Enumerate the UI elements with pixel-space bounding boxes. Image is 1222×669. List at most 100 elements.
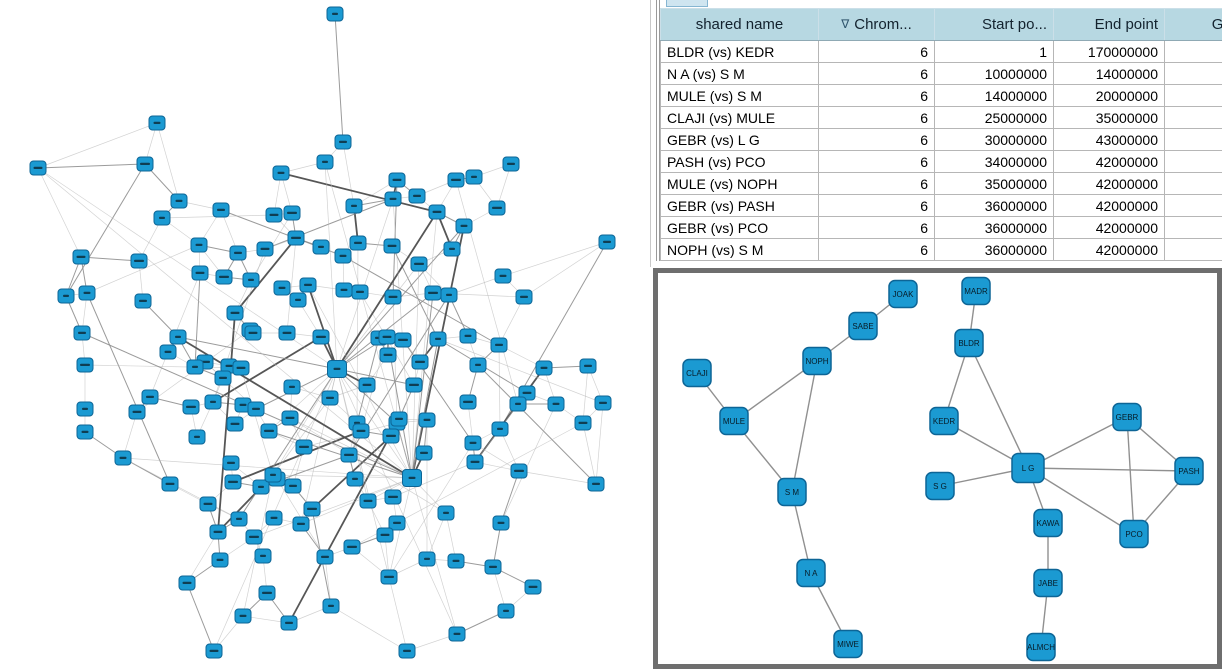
network-node[interactable] xyxy=(205,643,223,659)
network-node[interactable] xyxy=(322,598,340,614)
network-node[interactable] xyxy=(283,205,301,221)
network-node-kedr[interactable]: KEDR xyxy=(929,406,959,436)
network-node[interactable] xyxy=(245,529,263,545)
network-node-l-g[interactable]: L G xyxy=(1011,452,1045,484)
network-node[interactable] xyxy=(224,474,242,490)
table-cell[interactable]: MULE (vs) NOPH xyxy=(660,172,819,195)
network-node[interactable] xyxy=(229,245,247,261)
network-node[interactable] xyxy=(204,394,222,410)
network-node-sabe[interactable]: SABE xyxy=(848,311,878,341)
network-node[interactable] xyxy=(492,515,510,531)
network-edge[interactable] xyxy=(1027,467,1135,535)
table-cell[interactable]: BLDR (vs) KEDR xyxy=(660,40,819,63)
network-node[interactable] xyxy=(402,469,422,487)
table-cell[interactable]: 43000000 xyxy=(1053,128,1165,151)
network-node[interactable] xyxy=(199,496,217,512)
table-cell[interactable]: 11.4 xyxy=(1164,150,1222,173)
network-node[interactable] xyxy=(484,559,502,575)
network-node[interactable] xyxy=(494,268,512,284)
network-node[interactable] xyxy=(312,329,330,345)
network-node[interactable] xyxy=(128,404,146,420)
network-node[interactable] xyxy=(211,552,229,568)
network-node[interactable] xyxy=(73,325,91,341)
network-node[interactable] xyxy=(447,172,465,188)
network-node[interactable] xyxy=(346,471,364,487)
network-node[interactable] xyxy=(515,289,533,305)
network-node[interactable] xyxy=(384,489,402,505)
network-node[interactable] xyxy=(378,329,396,345)
table-cell[interactable]: 34000000 xyxy=(934,150,1054,173)
network-node[interactable] xyxy=(247,401,265,417)
network-node[interactable] xyxy=(510,463,528,479)
table-row[interactable]: GEBR (vs) PCO636000000420000008.4 xyxy=(660,216,1222,239)
table-cell[interactable]: 6 xyxy=(818,128,935,151)
network-node[interactable] xyxy=(388,515,406,531)
network-node[interactable] xyxy=(72,249,90,265)
network-node[interactable] xyxy=(424,285,442,301)
column-header-shared-name[interactable]: shared name xyxy=(660,8,819,41)
network-node[interactable] xyxy=(418,551,436,567)
table-cell[interactable]: 6 xyxy=(818,216,935,239)
network-node[interactable] xyxy=(440,287,458,303)
network-node[interactable] xyxy=(383,238,401,254)
network-node[interactable] xyxy=(326,6,344,22)
network-node[interactable] xyxy=(234,397,252,413)
column-header-genetic[interactable]: Genetic... xyxy=(1164,8,1222,41)
filter-funnel-icon[interactable]: ∇ xyxy=(841,17,850,31)
table-cell[interactable]: 8.4 xyxy=(1164,216,1222,239)
network-node[interactable] xyxy=(524,579,542,595)
table-cell[interactable]: 35000000 xyxy=(1053,106,1165,129)
network-node[interactable] xyxy=(352,423,370,439)
network-node[interactable] xyxy=(388,172,406,188)
table-cell[interactable]: 35000000 xyxy=(934,172,1054,195)
network-node[interactable] xyxy=(134,293,152,309)
network-node[interactable] xyxy=(76,424,94,440)
network-node[interactable] xyxy=(264,467,282,483)
table-cell[interactable]: 1 xyxy=(934,40,1054,63)
network-node[interactable] xyxy=(230,511,248,527)
table-row[interactable]: GEBR (vs) L G6300000004300000016.9 xyxy=(660,128,1222,151)
network-node[interactable] xyxy=(340,447,358,463)
network-node[interactable] xyxy=(114,450,132,466)
table-cell[interactable]: 6 xyxy=(818,194,935,217)
network-node-pash[interactable]: PASH xyxy=(1174,456,1204,486)
network-node[interactable] xyxy=(280,615,298,631)
network-node[interactable] xyxy=(284,478,302,494)
network-node[interactable] xyxy=(316,549,334,565)
table-row[interactable]: MULE (vs) S M614000000200000007.5 xyxy=(660,84,1222,107)
network-node-joak[interactable]: JOAK xyxy=(888,279,918,309)
network-node[interactable] xyxy=(334,248,352,264)
network-node[interactable] xyxy=(78,285,96,301)
network-node-jabe[interactable]: JABE xyxy=(1033,568,1063,598)
network-node[interactable] xyxy=(303,501,321,517)
table-cell[interactable]: 6 xyxy=(818,172,935,195)
network-node[interactable] xyxy=(182,399,200,415)
network-node[interactable] xyxy=(170,193,188,209)
network-node[interactable] xyxy=(349,235,367,251)
table-cell[interactable]: 20000000 xyxy=(1053,84,1165,107)
network-node[interactable] xyxy=(265,510,283,526)
network-node[interactable] xyxy=(465,169,483,185)
table-cell[interactable]: 170000000 xyxy=(1053,40,1165,63)
detail-network-canvas[interactable]: JOAK MADR SABE BLDR NOPH CLAJI KEDR MULE GEBR L G… xyxy=(658,273,1217,664)
network-node[interactable] xyxy=(535,360,553,376)
network-node[interactable] xyxy=(518,385,536,401)
table-cell[interactable]: 6.6 xyxy=(1164,62,1222,85)
network-node[interactable] xyxy=(258,585,276,601)
network-node[interactable] xyxy=(428,204,446,220)
network-node[interactable] xyxy=(278,325,296,341)
table-row[interactable]: GEBR (vs) PASH636000000420000008.9 xyxy=(660,194,1222,217)
network-node-miwe[interactable]: MIWE xyxy=(833,629,863,659)
table-cell[interactable]: N A (vs) S M xyxy=(660,62,819,85)
network-node-pco[interactable]: PCO xyxy=(1119,519,1149,549)
network-node[interactable] xyxy=(76,401,94,417)
network-node[interactable] xyxy=(141,389,159,405)
network-node[interactable] xyxy=(260,423,278,439)
network-node-n-a[interactable]: N A xyxy=(796,558,826,588)
network-node[interactable] xyxy=(408,188,426,204)
table-row[interactable]: MULE (vs) NOPH6350000004200000010.5 xyxy=(660,172,1222,195)
table-cell[interactable]: 42000000 xyxy=(1053,150,1165,173)
table-cell[interactable]: 6 xyxy=(818,62,935,85)
network-node[interactable] xyxy=(491,421,509,437)
network-node[interactable] xyxy=(437,505,455,521)
